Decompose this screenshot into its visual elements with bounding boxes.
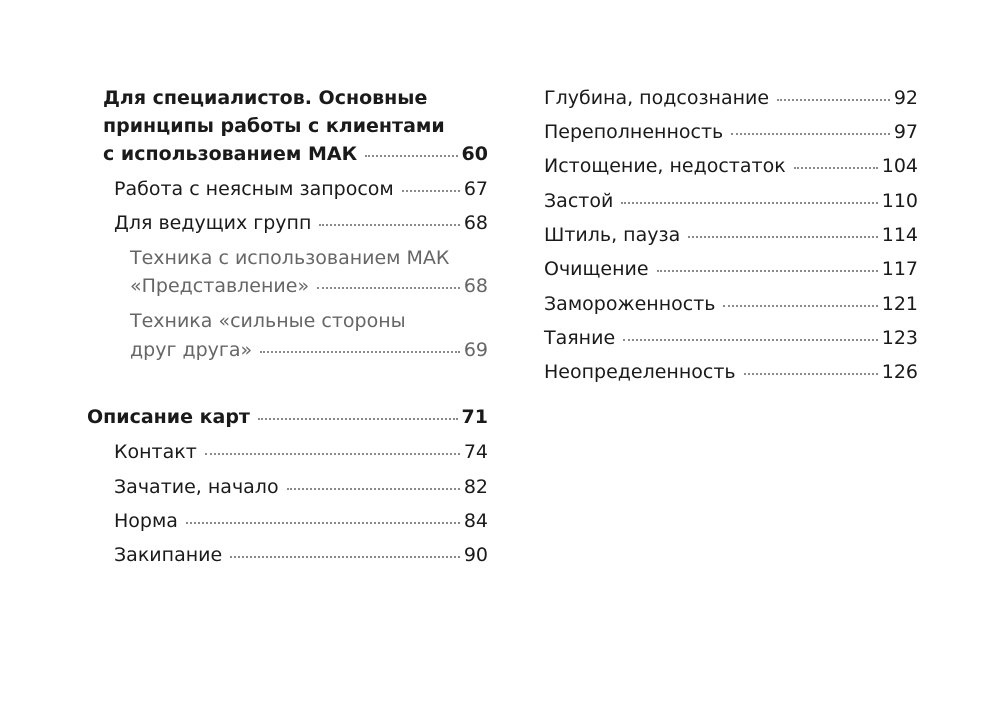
toc-page-number: 110 xyxy=(881,190,918,212)
toc-entry-text: с использованием МАК xyxy=(103,143,358,165)
toc-entry-text: принципы работы с клиентами xyxy=(103,115,445,137)
toc-page-number: 68 xyxy=(463,275,488,297)
toc-entry-specialists[interactable]: Для специалистов. Основные принципы рабо… xyxy=(103,84,445,140)
leader-dots xyxy=(688,236,878,238)
leader-dots xyxy=(723,305,878,307)
toc-entry-stagnation[interactable]: Застой 110 xyxy=(544,187,918,215)
toc-entry-text: Описание карт xyxy=(87,406,250,428)
toc-entry-technique-presentation[interactable]: Техника с использованием МАК xyxy=(130,244,449,272)
toc-page-number: 92 xyxy=(893,87,918,109)
toc-entry-text: Зачатие, начало xyxy=(114,476,279,498)
leader-dots xyxy=(185,522,460,524)
toc-page-number: 90 xyxy=(463,544,488,566)
toc-entry-frozenness[interactable]: Замороженность 121 xyxy=(544,290,918,318)
leader-dots xyxy=(777,99,890,101)
toc-entry-text: Техника с использованием МАК xyxy=(130,247,450,269)
toc-entry-technique-strengths-last-line[interactable]: друг друга» 69 xyxy=(130,336,488,364)
toc-entry-text: Норма xyxy=(114,510,178,532)
toc-page-number: 97 xyxy=(893,121,918,143)
toc-entry-text: Неопределенность xyxy=(544,361,736,383)
toc-entry-text: Таяние xyxy=(544,327,616,349)
toc-entry-text: Застой xyxy=(544,190,614,212)
toc-entry-exhaustion[interactable]: Истощение, недостаток 104 xyxy=(544,152,918,180)
leader-dots xyxy=(623,339,878,341)
toc-entry-conception[interactable]: Зачатие, начало 82 xyxy=(114,473,488,501)
toc-page-number: 67 xyxy=(463,178,488,200)
leader-dots xyxy=(621,202,878,204)
toc-page-number: 82 xyxy=(463,476,488,498)
toc-entry-text: Для специалистов. Основные xyxy=(103,87,428,109)
leader-dots xyxy=(731,133,890,135)
toc-page-number: 68 xyxy=(463,212,488,234)
toc-entry-calm[interactable]: Штиль, пауза 114 xyxy=(544,221,918,249)
leader-dots xyxy=(743,373,878,375)
toc-entry-cleansing[interactable]: Очищение 117 xyxy=(544,255,918,283)
toc-page-number: 104 xyxy=(881,155,918,177)
toc-entry-norm[interactable]: Норма 84 xyxy=(114,507,488,535)
toc-page-number: 60 xyxy=(461,143,488,165)
leader-dots xyxy=(257,418,458,420)
toc-entry-text: Замороженность xyxy=(544,293,716,315)
toc-entry-boiling[interactable]: Закипание 90 xyxy=(114,541,488,569)
toc-entry-contact[interactable]: Контакт 74 xyxy=(114,438,488,466)
toc-entry-unclear-request[interactable]: Работа с неясным запросом 67 xyxy=(114,175,488,203)
toc-entry-text: Переполненность xyxy=(544,121,724,143)
leader-dots xyxy=(230,556,460,558)
toc-entry-technique-presentation-last-line[interactable]: «Представление» 68 xyxy=(130,272,488,300)
toc-entry-text: «Представление» xyxy=(130,275,310,297)
leader-dots xyxy=(401,190,460,192)
toc-entry-uncertainty[interactable]: Неопределенность 126 xyxy=(544,358,918,386)
toc-page-number: 121 xyxy=(881,293,918,315)
toc-entry-text: Закипание xyxy=(114,544,223,566)
leader-dots xyxy=(319,224,460,226)
toc-page-number: 71 xyxy=(461,406,488,428)
leader-dots xyxy=(365,155,458,157)
toc-entry-overflow[interactable]: Переполненность 97 xyxy=(544,118,918,146)
toc-entry-group-leaders[interactable]: Для ведущих групп 68 xyxy=(114,209,488,237)
toc-entry-text: Контакт xyxy=(114,441,197,463)
toc-entry-text: Техника «сильные стороны xyxy=(130,310,406,332)
leader-dots xyxy=(204,453,460,455)
leader-dots xyxy=(793,167,878,169)
leader-dots xyxy=(286,488,460,490)
toc-page-number: 123 xyxy=(881,327,918,349)
toc-entry-text: друг друга» xyxy=(130,339,253,361)
toc-entry-text: Работа с неясным запросом xyxy=(114,178,394,200)
toc-page-number: 126 xyxy=(881,361,918,383)
toc-page-number: 117 xyxy=(881,258,918,280)
toc-entry-text: Глубина, подсознание xyxy=(544,87,770,109)
toc-page-number: 114 xyxy=(881,224,918,246)
leader-dots xyxy=(656,270,878,272)
toc-entry-text: Штиль, пауза xyxy=(544,224,681,246)
toc-entry-text: Для ведущих групп xyxy=(114,212,312,234)
toc-page-number: 74 xyxy=(463,441,488,463)
toc-entry-depth[interactable]: Глубина, подсознание 92 xyxy=(544,84,918,112)
toc-page-number: 69 xyxy=(463,339,488,361)
toc-entry-specialists-last-line[interactable]: с использованием МАК 60 xyxy=(103,140,488,168)
toc-entry-text: Очищение xyxy=(544,258,649,280)
toc-entry-text: Истощение, недостаток xyxy=(544,155,786,177)
toc-page-number: 84 xyxy=(463,510,488,532)
leader-dots xyxy=(317,287,460,289)
toc-entry-technique-strengths[interactable]: Техника «сильные стороны xyxy=(130,307,406,335)
leader-dots xyxy=(260,351,460,353)
toc-entry-thawing[interactable]: Таяние 123 xyxy=(544,324,918,352)
toc-section-cards-description[interactable]: Описание карт 71 xyxy=(87,403,488,431)
